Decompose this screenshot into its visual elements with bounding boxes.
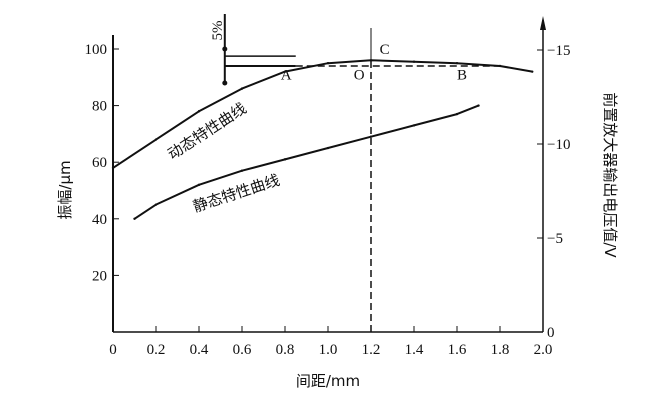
y-tick-label: 80 [92, 99, 107, 115]
y2-axis-arrow [540, 16, 546, 30]
data-point [154, 203, 158, 206]
data-point [283, 70, 287, 73]
x-axis-label: 间距/mm [296, 372, 360, 390]
data-point [133, 217, 136, 220]
data-point [283, 158, 287, 161]
x-tick-label: 0 [109, 342, 117, 358]
annotation-percent: 5% [210, 21, 226, 41]
y2-tick-label: −5 [547, 231, 563, 247]
series-line-static [133, 104, 479, 220]
y-tick-label: 40 [92, 212, 107, 228]
x-tick-label: 1.0 [319, 342, 338, 358]
data-point [531, 70, 534, 73]
x-tick-label: 0.6 [233, 342, 252, 358]
x-tick-label: 1.6 [448, 342, 467, 358]
series-label-dynamic: 动态特性曲线 [164, 99, 249, 163]
data-point [326, 61, 330, 65]
x-tick-label: 1.4 [405, 342, 424, 358]
data-point [197, 183, 201, 187]
y2-tick-label: −10 [547, 137, 570, 153]
annotation-a: A [281, 67, 292, 83]
y-tick-label: 60 [92, 155, 107, 171]
axes: 0 0.2 0.4 0.6 0.8 1.0 1.2 1.4 1.6 1.8 2.0 20 40 60 80 1… [85, 16, 570, 358]
series-label-static: 静态特性曲线 [191, 171, 282, 216]
y-axis-label: 振幅/μm [56, 160, 74, 219]
data-point [240, 169, 244, 172]
data-point [197, 110, 201, 113]
x-tick-label: 1.2 [362, 342, 381, 358]
data-point [154, 138, 158, 141]
data-point [240, 87, 244, 90]
annotation-b: B [457, 67, 467, 83]
data-point [477, 104, 480, 107]
data-point [111, 166, 115, 170]
band-marker-dot [222, 46, 228, 52]
data-point [412, 124, 416, 127]
annotation-o: O [354, 67, 365, 83]
data-point [455, 61, 459, 65]
y2-axis-label: 前置放大器输出电压值/V [601, 92, 619, 258]
y2-tick-label: 0 [547, 325, 555, 341]
x-tick-label: 1.8 [491, 342, 510, 358]
x-tick-label: 2.0 [534, 342, 553, 358]
y2-tick-label: −15 [547, 43, 570, 59]
y-tick-label: 20 [92, 268, 107, 284]
data-point [326, 146, 330, 150]
x-tick-label: 0.8 [276, 342, 295, 358]
annotation-c: C [380, 42, 390, 58]
data-point [412, 60, 416, 63]
data-point [455, 112, 459, 116]
band-marker-dot [222, 80, 228, 86]
data-point [369, 135, 373, 138]
x-tick-label: 0.2 [147, 342, 166, 358]
x-tick-label: 0.4 [190, 342, 209, 358]
y-tick-label: 100 [85, 42, 108, 58]
